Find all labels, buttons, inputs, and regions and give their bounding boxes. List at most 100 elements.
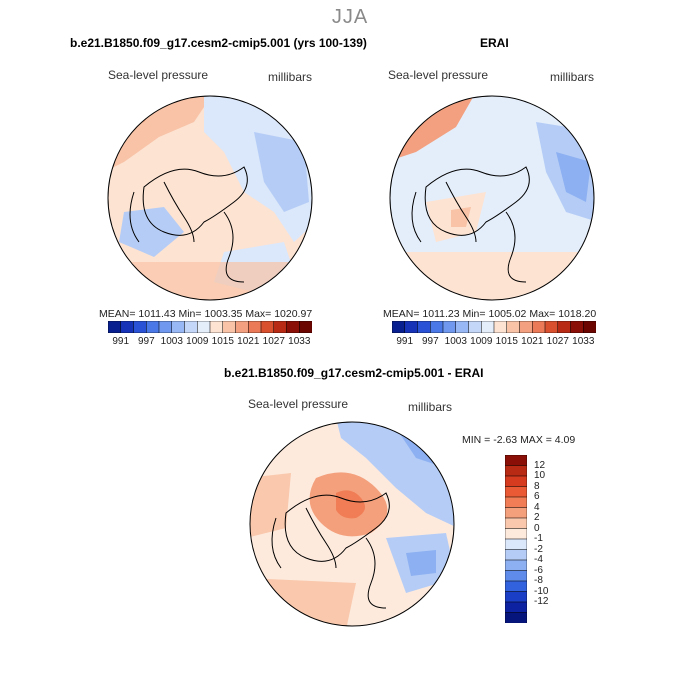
model-coastline-greenland	[163, 181, 195, 243]
diff-colorbar-tick-label: 10	[534, 470, 546, 481]
diff-colorbar-cell	[505, 528, 527, 540]
diff-colorbar-cell	[505, 601, 527, 613]
model-colorbar-cell	[273, 321, 287, 333]
model-colorbar-cell	[235, 321, 249, 333]
obs-south-band	[390, 252, 594, 300]
diff-colorbar-cell	[505, 612, 527, 623]
diff-colorbar-tick-label: 4	[534, 501, 540, 513]
obs-variable-label: Sea-level pressure	[388, 68, 489, 82]
obs-coastline-greenland	[445, 181, 477, 243]
model-colorbar-tick-label: 1009	[186, 336, 209, 347]
model-coastline-arctic	[142, 166, 248, 236]
diff-colorbar-cell	[505, 549, 527, 561]
model-colorbar-cell	[286, 321, 300, 333]
diff-coastline-greenland	[305, 507, 337, 569]
obs-colorbar-tick-label: 1027	[546, 336, 569, 347]
diff-colorbar-tick-label: 2	[534, 512, 540, 523]
obs-units-label: millibars	[550, 70, 595, 84]
diff-positive-core	[336, 490, 365, 519]
diff-colorbar-cell	[505, 507, 527, 519]
model-colorbar-cell	[222, 321, 236, 333]
diff-colorbar-labels: 12 10 8 6 4 2 0 -1 -2 -4 -6 -8 -10 -12	[534, 455, 564, 623]
obs-colorbar-cell	[417, 321, 431, 333]
obs-colorbar-cell	[519, 321, 533, 333]
model-colorbar-tick-label: 991	[112, 336, 130, 347]
model-colorbar-labels: 991 997 1003 1009 1015 1021 1027 1033	[108, 336, 312, 348]
diff-stats: MIN = -2.63 MAX = 4.09	[462, 434, 576, 446]
diff-colorbar-cell	[505, 570, 527, 582]
diff-colorbar-tick-label: 8	[534, 480, 540, 492]
obs-stats: MEAN= 1011.23 Min= 1005.02 Max= 1018.20	[383, 308, 597, 320]
obs-colorbar-tick-label: 1009	[470, 336, 493, 347]
model-colorbar-cells	[108, 321, 312, 333]
obs-panel-title: ERAI	[480, 36, 509, 50]
obs-colorbar-cell	[481, 321, 495, 333]
diff-colorbar-cell	[505, 486, 527, 498]
obs-colorbar-cell	[532, 321, 546, 333]
model-colorbar-cell	[248, 321, 262, 333]
model-colorbar-cell	[171, 321, 185, 333]
obs-colorbar-cell	[455, 321, 469, 333]
obs-polar-map	[389, 95, 595, 301]
diff-colorbar-tick-label: -8	[534, 575, 543, 586]
obs-colorbar-cell	[442, 321, 457, 333]
obs-map-border	[389, 95, 595, 301]
obs-colorbar-cell	[468, 321, 482, 333]
model-colorbar-cell	[120, 321, 134, 333]
diff-variable-label: Sea-level pressure	[248, 397, 349, 411]
obs-colorbar-cell	[493, 321, 508, 333]
obs-colorbar-tick-label: 997	[421, 336, 439, 347]
figure-supertitle: JJA	[331, 6, 369, 28]
model-colorbar-tick-label: 1033	[288, 336, 311, 347]
diff-colorbar-cell	[505, 475, 527, 487]
model-colorbar-cell	[184, 321, 198, 333]
diff-colorbar-tick-label: -10	[534, 585, 549, 597]
model-variable-label: Sea-level pressure	[108, 68, 209, 82]
obs-low-core	[556, 152, 591, 202]
diff-coastline-arctic	[284, 492, 390, 562]
obs-colorbar-cells	[392, 321, 596, 333]
obs-colorbar-tick-label: 1015	[495, 336, 518, 347]
obs-colorbar-cell	[557, 321, 571, 333]
obs-colorbar	[392, 321, 596, 333]
obs-colorbar-labels: 991 997 1003 1009 1015 1021 1027 1033	[392, 336, 596, 348]
model-colorbar-tick-label: 997	[137, 336, 155, 347]
obs-colorbar-tick-label: 1003	[444, 336, 467, 347]
diff-colorbar	[505, 455, 527, 623]
model-stats: MEAN= 1011.43 Min= 1003.35 Max= 1020.97	[99, 308, 313, 320]
obs-colorbar-tick-label: 1021	[521, 336, 544, 347]
model-colorbar-tick-label: 1021	[237, 336, 260, 347]
model-units-label: millibars	[268, 70, 313, 84]
diff-coastline-america	[271, 517, 282, 569]
diff-colorbar-cell	[505, 591, 527, 603]
obs-coastline-europe	[505, 211, 527, 283]
model-colorbar-cell	[158, 321, 173, 333]
model-colorbar-cell	[146, 321, 160, 333]
diff-colorbar-cell	[505, 496, 527, 508]
model-colorbar	[108, 321, 312, 333]
diff-colorbar-cell	[505, 517, 527, 529]
diff-positive-region-2	[250, 473, 291, 538]
diff-polar-map	[249, 421, 455, 627]
diff-colorbar-cells	[505, 455, 527, 623]
diff-positive-region-3	[250, 578, 356, 626]
model-low-core	[254, 132, 309, 212]
model-colorbar-cell	[197, 321, 211, 333]
diff-colorbar-tick-label: -1	[534, 533, 543, 544]
model-colorbar-tick-label: 1027	[262, 336, 285, 347]
diff-units-label: millibars	[408, 400, 453, 414]
obs-coastline-america	[411, 191, 422, 243]
obs-ridge-core	[451, 207, 471, 227]
model-colorbar-cell	[260, 321, 275, 333]
diff-colorbar-tick-label: -12	[534, 596, 549, 607]
obs-colorbar-tick-label: 991	[396, 336, 414, 347]
obs-colorbar-cell	[430, 321, 444, 333]
diff-colorbar-cell	[505, 580, 527, 592]
diff-negative-core-2	[406, 550, 436, 576]
diff-panel-title: b.e21.B1850.f09_g17.cesm2-cmip5.001 - ER…	[224, 366, 484, 380]
diff-colorbar-tick-label: -4	[534, 554, 543, 565]
diff-coastline-europe	[365, 537, 387, 609]
obs-colorbar-cell	[583, 321, 596, 333]
diff-colorbar-cell	[505, 465, 527, 477]
diff-map-border	[249, 421, 455, 627]
